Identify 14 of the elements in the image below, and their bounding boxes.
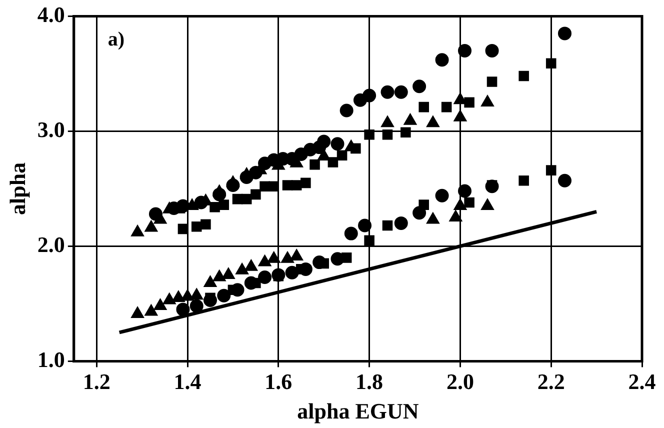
x-tick-label: 1.2 (82, 369, 110, 394)
y-tick-label: 3.0 (37, 116, 65, 142)
x-tick-label: 2.0 (446, 369, 474, 394)
y-tick-label: 1.0 (37, 346, 65, 372)
y-axis-title: alpha (4, 162, 30, 215)
x-tick-label: 1.4 (174, 369, 202, 394)
x-tick-label: 2.4 (628, 369, 656, 394)
x-axis-title: alpha EGUN (297, 398, 419, 424)
x-tick-label: 1.8 (356, 369, 384, 394)
y-tick-label: 2.0 (37, 232, 65, 257)
annotation: a) (108, 28, 125, 50)
x-tick-label: 2.2 (537, 369, 565, 394)
y-tick-label: 4.0 (37, 2, 65, 27)
x-tick-label: 1.6 (264, 369, 292, 394)
